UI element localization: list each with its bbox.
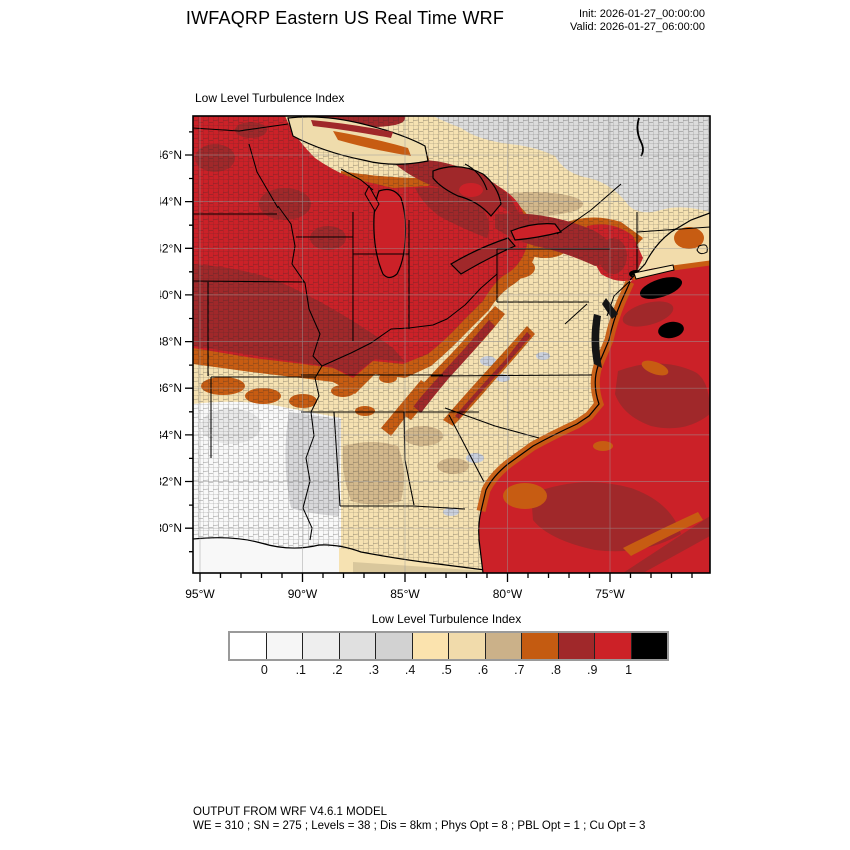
turbulence-map: 46°N 44°N 42°N 40°N 38°N 36°N 34°N 32°N … — [160, 115, 711, 601]
state-borders — [193, 123, 710, 541]
colorbar-tick: 0 — [260, 663, 268, 677]
atlantic-coastline — [478, 281, 631, 573]
map-canvas — [192, 115, 711, 574]
colorbar-cell — [595, 633, 632, 659]
long-island — [633, 264, 675, 280]
svg-text:80°W: 80°W — [493, 587, 523, 601]
init-time: Init: 2026-01-27_00:00:00 — [579, 8, 705, 20]
lake-erie — [450, 237, 516, 275]
colorbar-tick: .8 — [550, 663, 562, 677]
colorbar-cell — [376, 633, 413, 659]
lake-ontario — [510, 223, 563, 241]
svg-text:44°N: 44°N — [160, 195, 182, 209]
svg-text:95°W: 95°W — [185, 587, 215, 601]
great-lakes — [287, 116, 563, 279]
colorbar-labels: 0 .1 .2 .3 .4 .5 .6 .7 .8 .9 1 — [228, 663, 665, 679]
svg-text:75°W: 75°W — [595, 587, 625, 601]
colorbar-cell — [412, 633, 449, 659]
colorbar-tick: .2 — [331, 663, 343, 677]
colorbar-title: Low Level Turbulence Index — [371, 612, 522, 626]
svg-text:40°N: 40°N — [160, 288, 182, 302]
svg-text:42°N: 42°N — [160, 241, 182, 255]
model-info-line1: OUTPUT FROM WRF V4.6.1 MODEL — [193, 806, 388, 818]
page-title: IWFAQRP Eastern US Real Time WRF — [185, 8, 505, 28]
svg-text:30°N: 30°N — [160, 521, 182, 535]
colorbar-tick: .6 — [477, 663, 489, 677]
svg-text:85°W: 85°W — [390, 587, 420, 601]
colorbar-tick: .3 — [368, 663, 379, 677]
colorbar-tick: .7 — [514, 663, 525, 677]
colorbar — [228, 631, 669, 661]
lon-labels: 95°W 90°W 85°W 80°W 75°W — [185, 587, 625, 601]
axis-ticks — [185, 131, 693, 582]
colorbar-cell — [485, 633, 522, 659]
colorbar-tick: .4 — [404, 663, 416, 677]
georgian-bay — [464, 163, 488, 191]
map-frame — [192, 115, 711, 574]
svg-text:46°N: 46°N — [160, 148, 182, 162]
colorbar-cell — [631, 633, 667, 659]
svg-text:90°W: 90°W — [288, 587, 318, 601]
run-times: Init: 2026-01-27_00:00:00 Valid: 2026-01… — [570, 8, 705, 34]
colorbar-cell — [266, 633, 303, 659]
model-info-line2: WE = 310 ; SN = 275 ; Levels = 38 ; Dis … — [193, 819, 646, 832]
svg-text:36°N: 36°N — [160, 381, 182, 395]
lake-michigan — [373, 188, 407, 279]
model-info: OUTPUT FROM WRF V4.6.1 MODEL WE = 310 ; … — [193, 806, 645, 833]
svg-text:34°N: 34°N — [160, 428, 182, 442]
colorbar-tick: .1 — [295, 663, 307, 677]
lat-labels: 46°N 44°N 42°N 40°N 38°N 36°N 34°N 32°N … — [160, 148, 182, 535]
colorbar-tick: 1 — [625, 663, 633, 677]
colorbar-cell — [339, 633, 376, 659]
colorbar-cell — [230, 633, 267, 659]
colorbar-cell — [303, 633, 340, 659]
colorbar-cell — [558, 633, 595, 659]
graticule — [193, 116, 710, 573]
map-panel-title: Low Level Turbulence Index — [195, 91, 345, 105]
colorbar-cell — [449, 633, 486, 659]
valid-time: Valid: 2026-01-27_06:00:00 — [570, 21, 705, 33]
colorbar-cell — [522, 633, 559, 659]
svg-text:38°N: 38°N — [160, 335, 182, 349]
svg-text:32°N: 32°N — [160, 475, 182, 489]
colorbar-tick: .9 — [586, 663, 598, 677]
colorbar-tick: .5 — [441, 663, 452, 677]
bays — [591, 264, 675, 368]
